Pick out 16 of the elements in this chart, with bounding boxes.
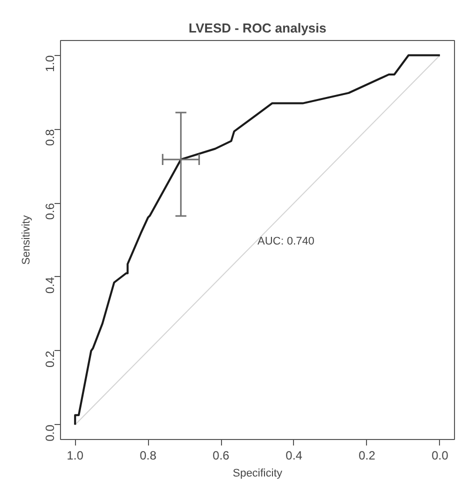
x-tick-label: 0.0 — [432, 448, 449, 462]
x-tick-label: 1.0 — [66, 448, 84, 462]
y-tick-label: 0.6 — [43, 202, 57, 220]
y-tick-label: 0.2 — [43, 350, 57, 368]
x-tick-label: 0.8 — [140, 448, 157, 462]
x-tick-label: 0.2 — [358, 448, 376, 462]
chart-title: LVESD - ROC analysis — [188, 20, 326, 36]
annotation: AUC: 0.740 — [258, 235, 314, 248]
y-axis-title: Sensitivity — [20, 214, 32, 265]
x-axis-title: Specificity — [232, 468, 283, 480]
y-tick-label: 0.4 — [43, 276, 57, 294]
x-tick-label: 0.6 — [212, 448, 230, 462]
y-tick-label: 0.0 — [43, 424, 57, 442]
y-tick-label: 1.0 — [43, 54, 57, 72]
y-tick-label: 0.8 — [43, 128, 57, 146]
x-tick-label: 0.4 — [286, 448, 303, 462]
